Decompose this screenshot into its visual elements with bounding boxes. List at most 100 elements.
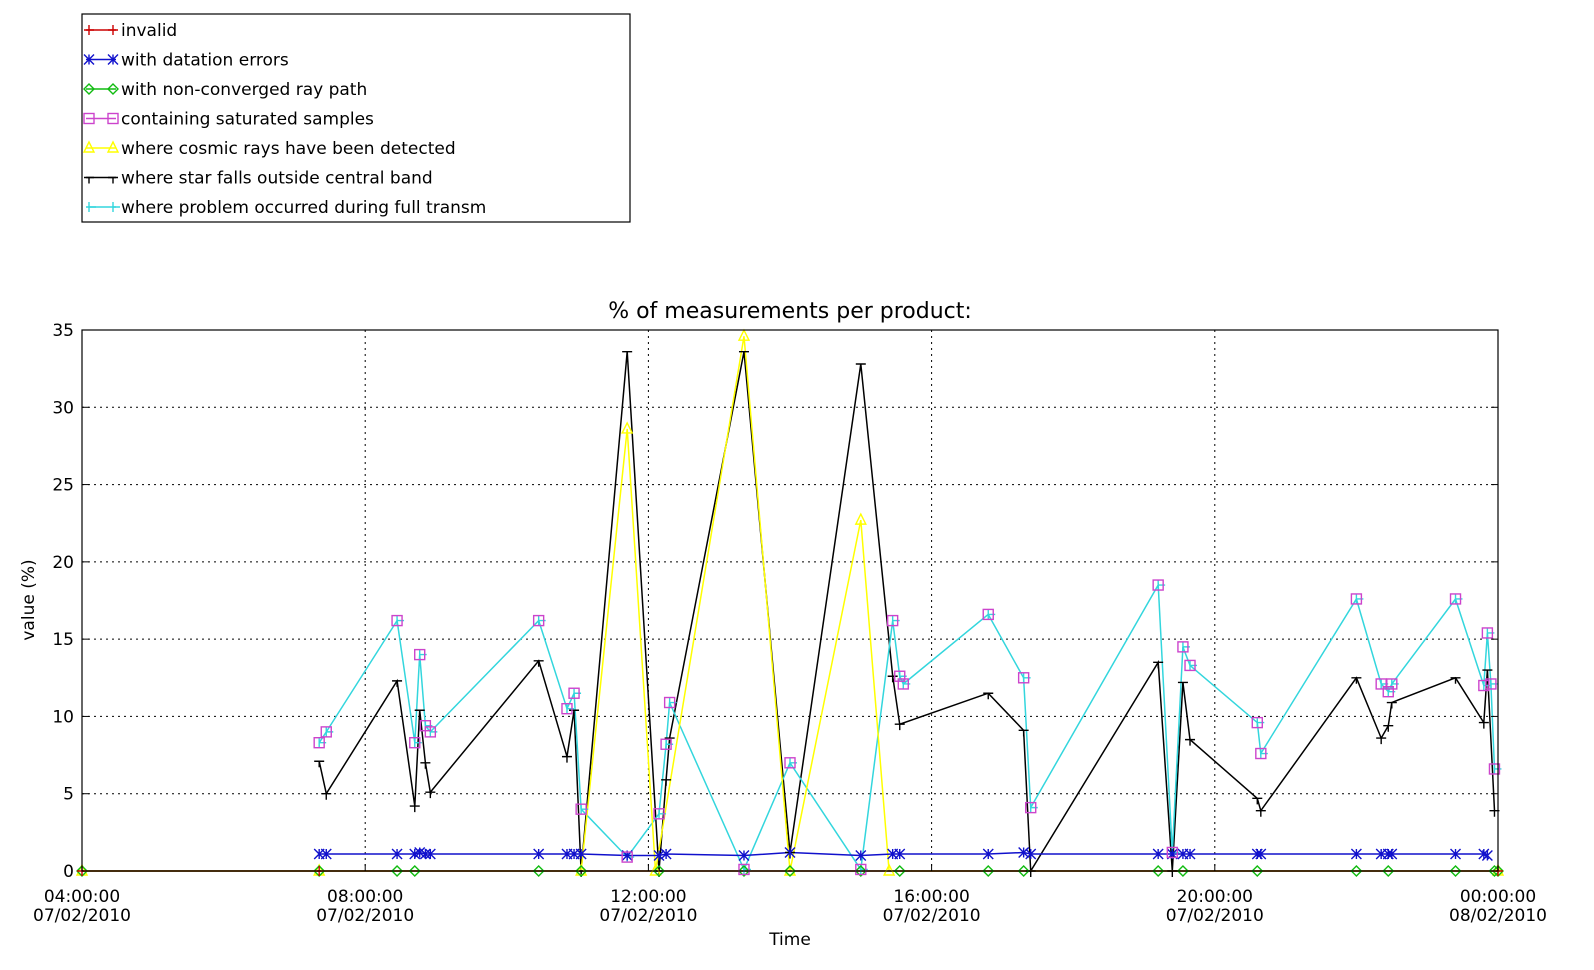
data-point-6-26	[1182, 641, 1190, 652]
data-point-1-34	[1481, 850, 1493, 862]
data-point-5-5	[420, 762, 431, 769]
data-point-1-22	[1152, 848, 1164, 860]
data-point-2-5	[575, 865, 588, 877]
plot-frame	[81, 329, 1499, 872]
legend-item-1: with datation errors	[83, 51, 289, 71]
x-tick-label-date: 07/02/2010	[316, 906, 414, 926]
data-point-6-34	[1454, 593, 1463, 604]
data-point-5-0	[314, 760, 325, 768]
data-point-5-31	[1383, 725, 1394, 732]
legend-swatch-marker-right	[107, 54, 119, 65]
legend-swatch-marker-right	[107, 83, 119, 95]
data-point-3-28	[1251, 716, 1263, 729]
data-point-5-15	[738, 350, 749, 358]
data-point-1-21	[1025, 848, 1037, 860]
data-point-4-7	[854, 512, 867, 525]
data-point-2-16	[1350, 865, 1363, 877]
legend-label: with non-converged ray path	[121, 80, 367, 100]
data-point-5-26	[1185, 738, 1196, 746]
data-point-3-12	[653, 808, 665, 820]
x-tick-label-date: 07/02/2010	[33, 906, 131, 926]
data-point-3-25	[1166, 846, 1179, 859]
data-point-6-16	[789, 757, 797, 768]
data-point-6-10	[580, 804, 589, 815]
legend-label: containing saturated samples	[121, 110, 374, 130]
legend-swatch-marker-right	[107, 112, 119, 125]
x-tick-label-date: 07/02/2010	[883, 906, 981, 926]
data-point-5-30	[1376, 737, 1387, 745]
series-line-6	[318, 582, 1496, 872]
data-point-2-13	[1152, 865, 1165, 877]
data-point-2-7	[737, 865, 750, 877]
y-tick-label: 30	[52, 398, 74, 418]
data-point-5-32	[1386, 701, 1397, 709]
data-point-3-6	[424, 726, 437, 738]
data-point-3-15	[738, 863, 750, 876]
data-point-1-28	[1350, 848, 1362, 860]
data-point-3-9	[568, 687, 580, 699]
data-point-6-18	[891, 615, 900, 626]
legend-items: invalid with datation errors with non-conv…	[82, 21, 486, 218]
legend-swatch-marker-left	[83, 83, 95, 95]
data-point-3-7	[532, 614, 545, 627]
data-point-3-11	[621, 851, 633, 863]
data-point-6-37	[1490, 678, 1498, 689]
x-tick-label-date: 08/02/2010	[1449, 906, 1547, 926]
x-tick-label-date: 07/02/2010	[599, 906, 697, 926]
data-point-1-13	[660, 848, 672, 860]
legend-label: where cosmic rays have been detected	[121, 139, 456, 159]
data-point-6-14	[668, 697, 677, 708]
chart-title: % of measurements per product:	[608, 299, 972, 324]
data-point-2-4	[532, 865, 545, 877]
legend-swatch-marker-left	[88, 202, 96, 212]
legend-swatch-marker-right	[108, 25, 118, 35]
legend-item-2: with non-converged ray path	[83, 80, 367, 100]
legend: invalid with datation errors with non-conv…	[81, 13, 631, 223]
grid-lines	[82, 330, 1498, 871]
data-point-5-34	[1478, 721, 1489, 729]
y-tick-label: 35	[52, 321, 74, 341]
data-point-2-9	[854, 865, 867, 877]
data-point-1-27	[1255, 848, 1267, 860]
data-point-5-11	[622, 350, 633, 358]
data-point-2-2	[391, 865, 404, 877]
data-point-4-2	[575, 863, 588, 876]
data-point-6-24	[1157, 580, 1166, 591]
legend-swatch-marker-left	[83, 112, 95, 125]
data-point-2-12	[1017, 865, 1030, 877]
x-tick-label-time: 00:00:00	[1460, 887, 1536, 907]
series-markers	[75, 328, 1505, 877]
legend-swatch-marker-left	[83, 54, 95, 65]
data-point-3-16	[784, 757, 796, 769]
data-point-3-32	[1382, 685, 1394, 698]
data-point-2-8	[784, 865, 796, 877]
data-point-5-3	[409, 805, 420, 813]
data-point-3-21	[982, 608, 994, 621]
data-point-2-18	[1449, 865, 1462, 877]
data-point-1-16	[855, 850, 867, 862]
data-point-5-33	[1450, 677, 1461, 684]
data-point-5-2	[392, 680, 403, 687]
legend-item-5: where star falls outside central band	[84, 169, 433, 189]
data-point-6-23	[1030, 802, 1038, 813]
y-tick-label: 25	[52, 476, 74, 496]
data-point-6-35	[1483, 680, 1491, 691]
x-tick-label-time: 20:00:00	[1177, 887, 1253, 907]
data-point-1-19	[982, 848, 994, 860]
data-point-1-32	[1450, 848, 1462, 860]
data-point-2-17	[1382, 865, 1395, 877]
legend-item-0: invalid	[84, 21, 177, 41]
data-point-5-6	[425, 791, 436, 799]
data-point-6-13	[665, 739, 674, 750]
data-point-4-3	[621, 421, 634, 434]
legend-swatch-marker-right	[108, 176, 118, 184]
data-point-3-2	[391, 614, 403, 627]
data-point-3-24	[1152, 579, 1164, 591]
data-point-1-12	[653, 850, 665, 862]
legend-label: where star falls outside central band	[121, 169, 433, 189]
data-point-3-22	[1017, 672, 1030, 684]
legend-label: where problem occurred during full trans…	[121, 198, 486, 218]
data-point-5-4	[414, 709, 425, 717]
y-tick-label: 15	[52, 630, 74, 650]
